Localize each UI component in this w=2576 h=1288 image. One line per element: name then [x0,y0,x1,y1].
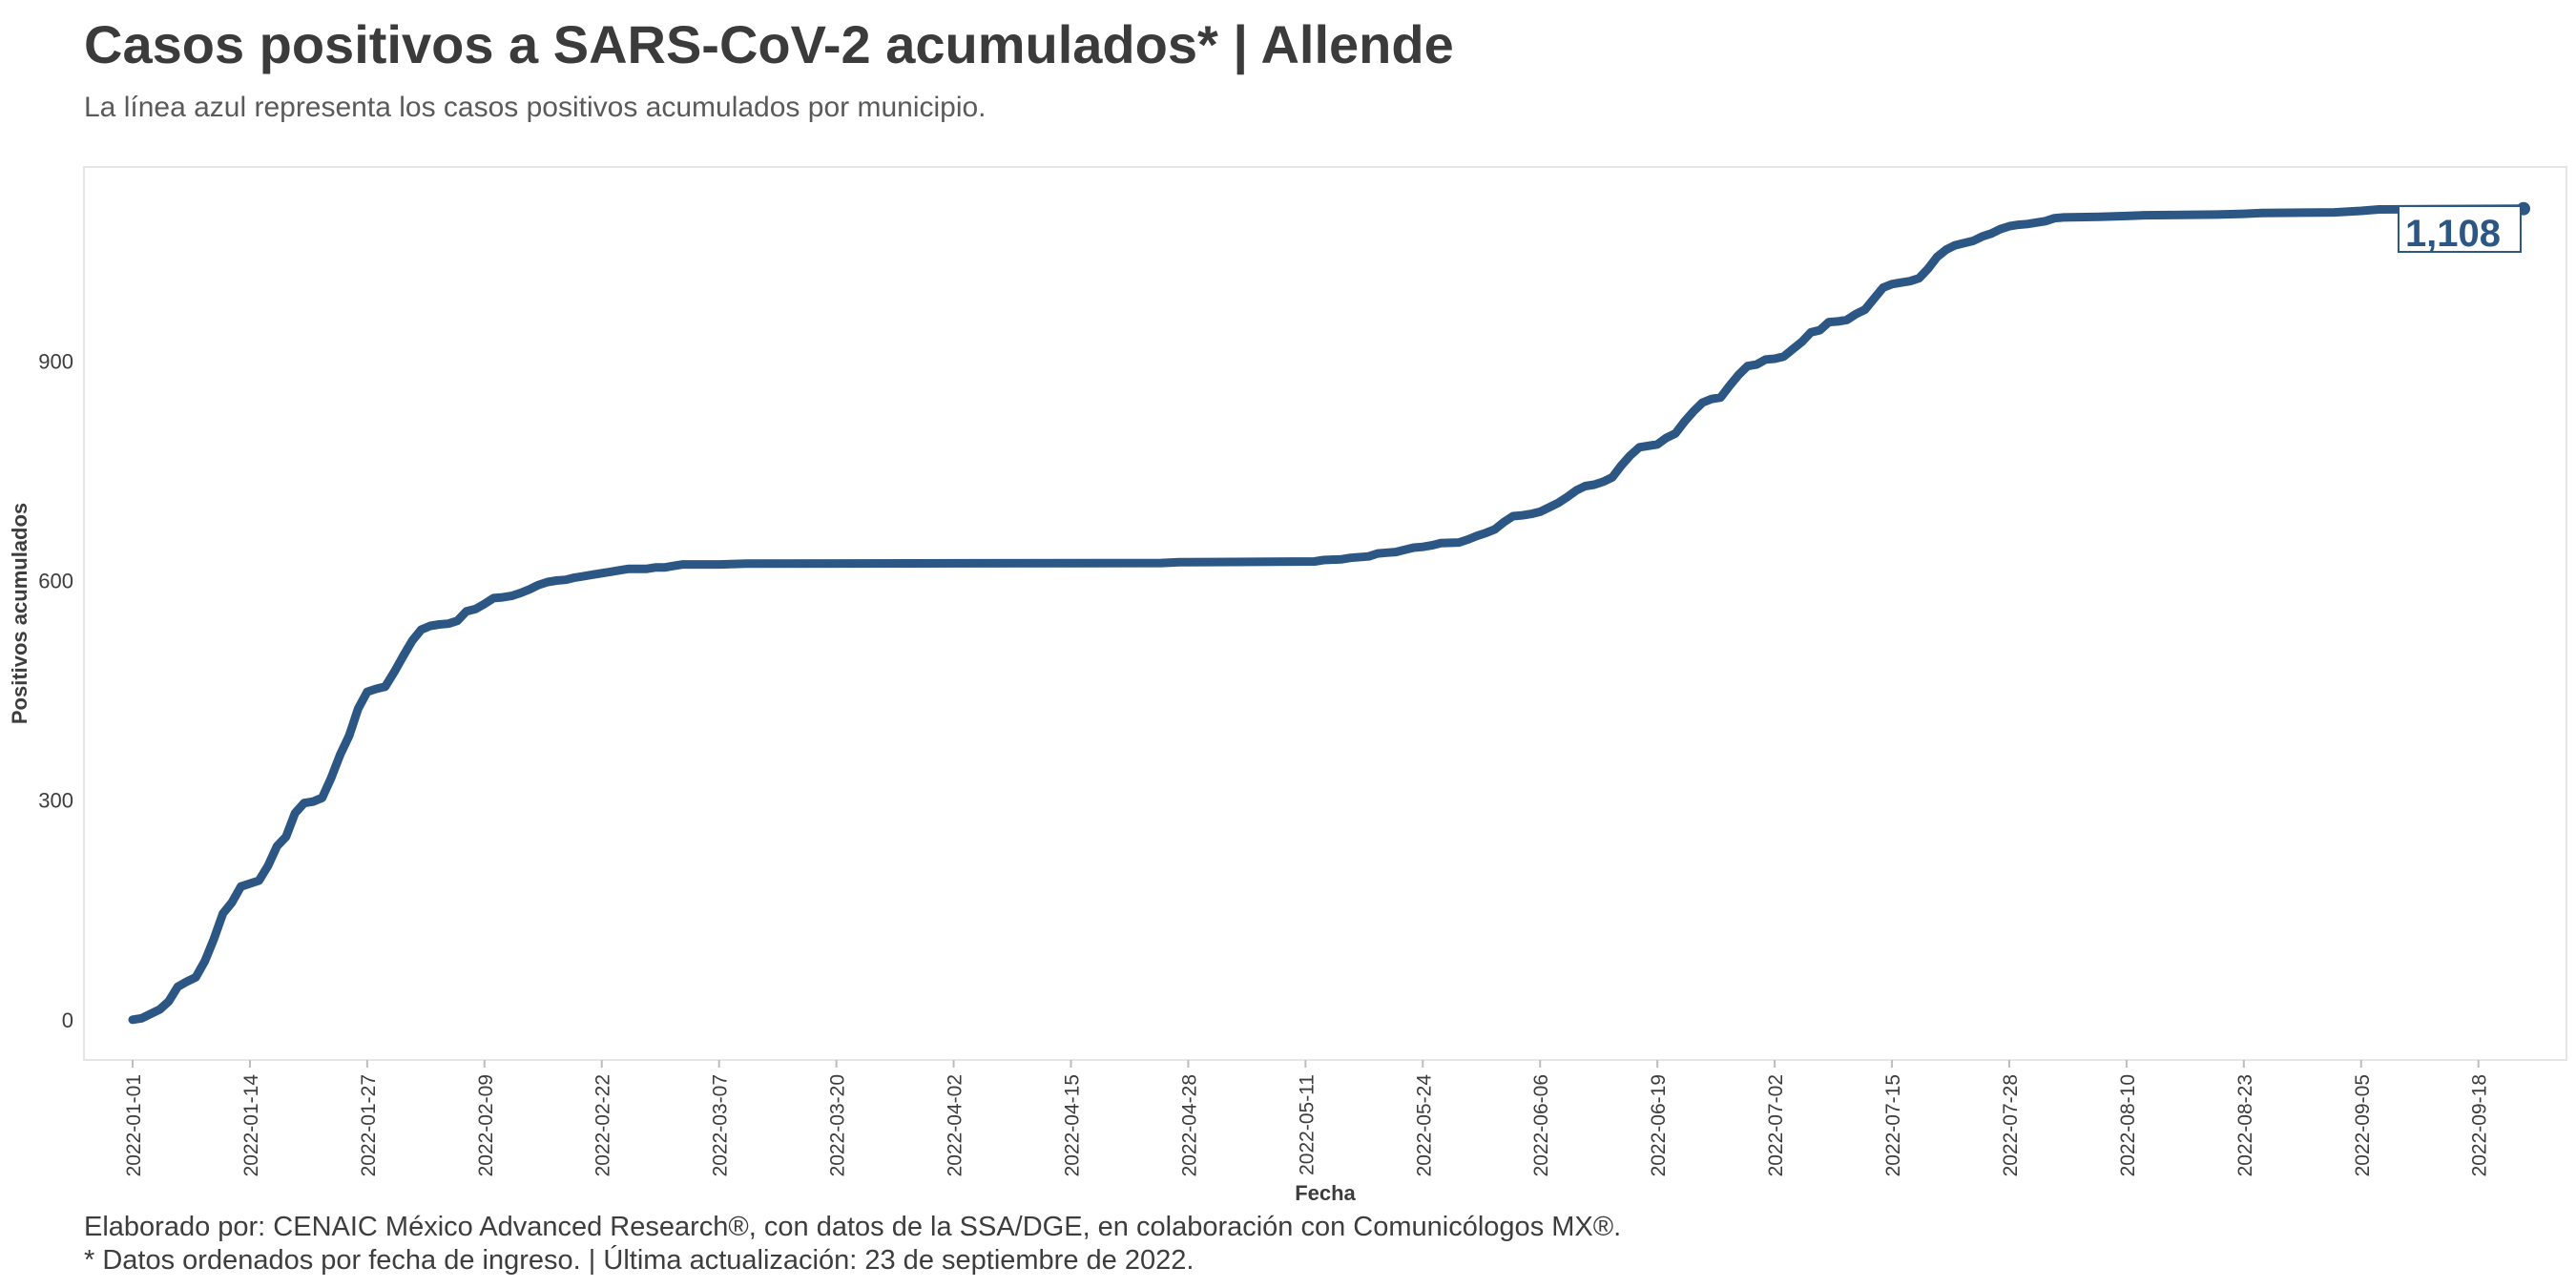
x-tick-label: 2022-04-15 [1061,1074,1083,1176]
x-tick-label: 2022-06-06 [1530,1074,1552,1176]
end-value-label-box [2398,205,2522,253]
line-chart: 0 300 600 900 2022-01-01 2022-01-14 2022-01-2… [8,166,2567,1202]
x-tick-label: 2022-09-18 [2469,1074,2491,1176]
x-tick-label: 2022-07-28 [2000,1074,2022,1176]
plot-area-border [83,166,2567,1061]
x-tick-label: 2022-04-02 [945,1074,966,1176]
x-tick-label: 2022-03-07 [710,1074,732,1176]
x-tick-label: 2022-05-24 [1413,1074,1435,1177]
y-tick-label: 300 [38,789,73,813]
series-layer [128,201,2530,1025]
y-tick-label: 600 [38,569,73,592]
x-axis: 2022-01-01 2022-01-14 2022-01-27 2022-02-09… [123,1060,2491,1176]
x-tick-label: 2022-03-20 [827,1074,849,1176]
x-tick-label: 2022-02-09 [475,1074,497,1176]
y-axis: 0 300 600 900 [38,349,73,1031]
x-tick-label: 2022-07-15 [1882,1074,1904,1176]
x-tick-label: 2022-07-02 [1765,1074,1787,1176]
x-tick-label: 2022-01-27 [358,1074,380,1176]
series-line [128,204,2528,1025]
update-caption: * Datos ordenados por fecha de ingreso. … [84,1245,1195,1276]
chart-subtitle: La línea azul representa los casos posit… [84,92,987,123]
x-axis-label: Fecha [1295,1181,1356,1202]
x-tick-label: 2022-02-22 [592,1074,614,1176]
x-tick-label: 2022-05-11 [1296,1074,1318,1175]
x-tick-label: 2022-08-23 [2234,1074,2256,1176]
source-caption: Elaborado por: CENAIC México Advanced Re… [84,1212,1622,1242]
x-tick-label: 2022-08-10 [2117,1074,2139,1176]
end-value-label: 1,108 [2405,213,2501,255]
x-tick-label: 2022-09-05 [2352,1074,2374,1176]
end-label-layer: 1,108 [2398,205,2522,255]
x-tick-label: 2022-01-01 [123,1074,145,1176]
y-tick-label: 0 [62,1008,73,1032]
chart-title: Casos positivos a SARS-CoV-2 acumulados*… [84,14,1454,74]
x-tick-label: 2022-01-14 [240,1074,262,1177]
y-tick-label: 900 [38,349,73,373]
x-tick-label: 2022-06-19 [1648,1074,1670,1176]
y-axis-label: Positivos acumulados [8,503,31,724]
x-tick-label: 2022-04-28 [1178,1074,1200,1176]
